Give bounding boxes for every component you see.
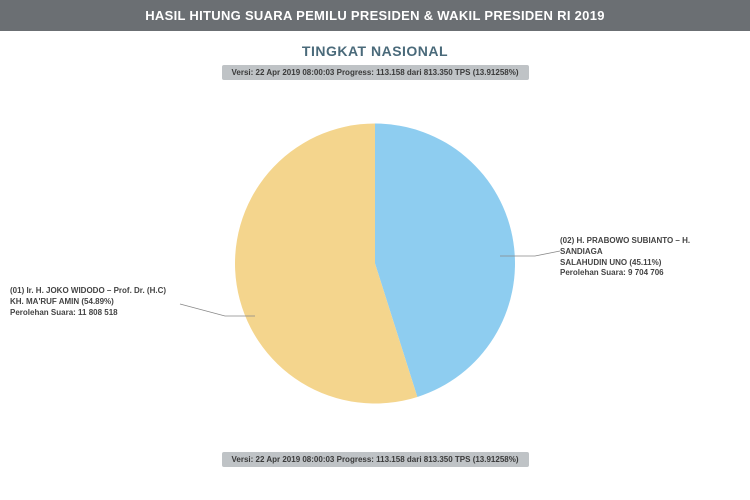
callout-line: (01) Ir. H. JOKO WIDODO – Prof. Dr. (H.C… <box>10 286 180 297</box>
callout-line: Perolehan Suara: 9 704 706 <box>560 268 730 279</box>
leader-left <box>180 304 255 316</box>
callout-line: KH. MA'RUF AMIN (54.89%) <box>10 297 180 308</box>
version-pill-top: Versi: 22 Apr 2019 08:00:03 Progress: 11… <box>222 65 529 80</box>
leader-right <box>500 251 560 256</box>
chart-area: (01) Ir. H. JOKO WIDODO – Prof. Dr. (H.C… <box>0 86 750 446</box>
callout-line: SALAHUDIN UNO (45.11%) <box>560 258 730 269</box>
header-title: HASIL HITUNG SUARA PEMILU PRESIDEN & WAK… <box>145 8 605 23</box>
subtitle: TINGKAT NASIONAL <box>0 43 750 59</box>
callout-candidate02: (02) H. PRABOWO SUBIANTO – H. SANDIAGA S… <box>560 236 730 279</box>
callout-candidate01: (01) Ir. H. JOKO WIDODO – Prof. Dr. (H.C… <box>10 286 180 318</box>
page-header: HASIL HITUNG SUARA PEMILU PRESIDEN & WAK… <box>0 0 750 31</box>
callout-line: Perolehan Suara: 11 808 518 <box>10 308 180 319</box>
callout-line: (02) H. PRABOWO SUBIANTO – H. SANDIAGA <box>560 236 730 258</box>
version-pill-bottom: Versi: 22 Apr 2019 08:00:03 Progress: 11… <box>222 452 529 467</box>
